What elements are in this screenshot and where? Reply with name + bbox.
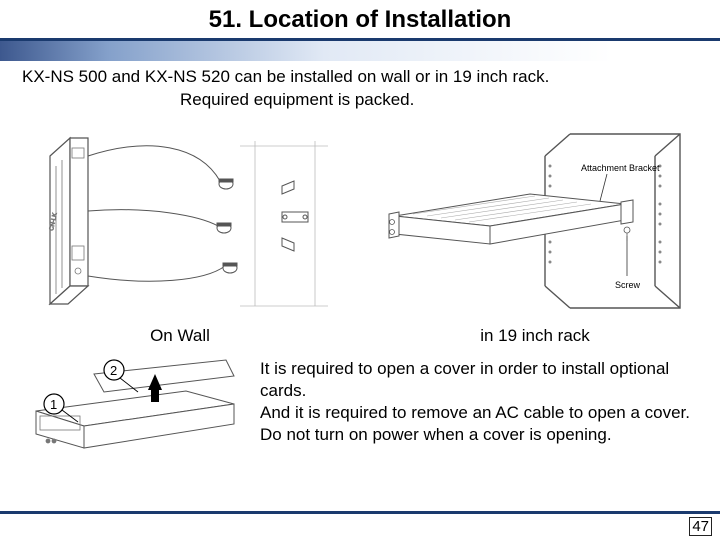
header: 51. Location of Installation [0, 0, 720, 62]
intro-line-2: Required equipment is packed. [22, 89, 698, 112]
figure-cover: 1 2 [26, 356, 244, 457]
note-1: It is required to open a cover in order … [260, 358, 700, 402]
caption-wall: On Wall [150, 326, 210, 346]
page-title: 51. Location of Installation [0, 0, 720, 38]
caption-rack: in 19 inch rack [480, 326, 590, 346]
cover-open-illustration: 1 2 [26, 356, 244, 452]
label-attachment: Attachment Bracket [581, 163, 660, 173]
lower-row: 1 2 It is required to open a cover in or… [0, 346, 720, 457]
intro-text: KX-NS 500 and KX-NS 520 can be installed… [0, 62, 720, 112]
wall-mount-illustration: CN-LK [30, 126, 330, 316]
label-screw: Screw [615, 280, 641, 290]
rack-mount-illustration: Attachment Bracket Screw [375, 126, 695, 316]
footer-rule [0, 511, 720, 514]
header-gradient [0, 41, 720, 61]
note-3: Do not turn on power when a cover is ope… [260, 424, 700, 446]
callout-2: 2 [110, 363, 117, 378]
figures-row: CN-LK [0, 112, 720, 346]
page-number: 47 [689, 517, 712, 536]
callout-1: 1 [50, 397, 57, 412]
intro-line-1: KX-NS 500 and KX-NS 520 can be installed… [22, 66, 698, 89]
figure-rack: Attachment Bracket Screw in 19 inch rack [370, 126, 700, 346]
notes-block: It is required to open a cover in order … [260, 356, 700, 446]
figure-wall: CN-LK [20, 126, 340, 346]
note-2: And it is required to remove an AC cable… [260, 402, 700, 424]
